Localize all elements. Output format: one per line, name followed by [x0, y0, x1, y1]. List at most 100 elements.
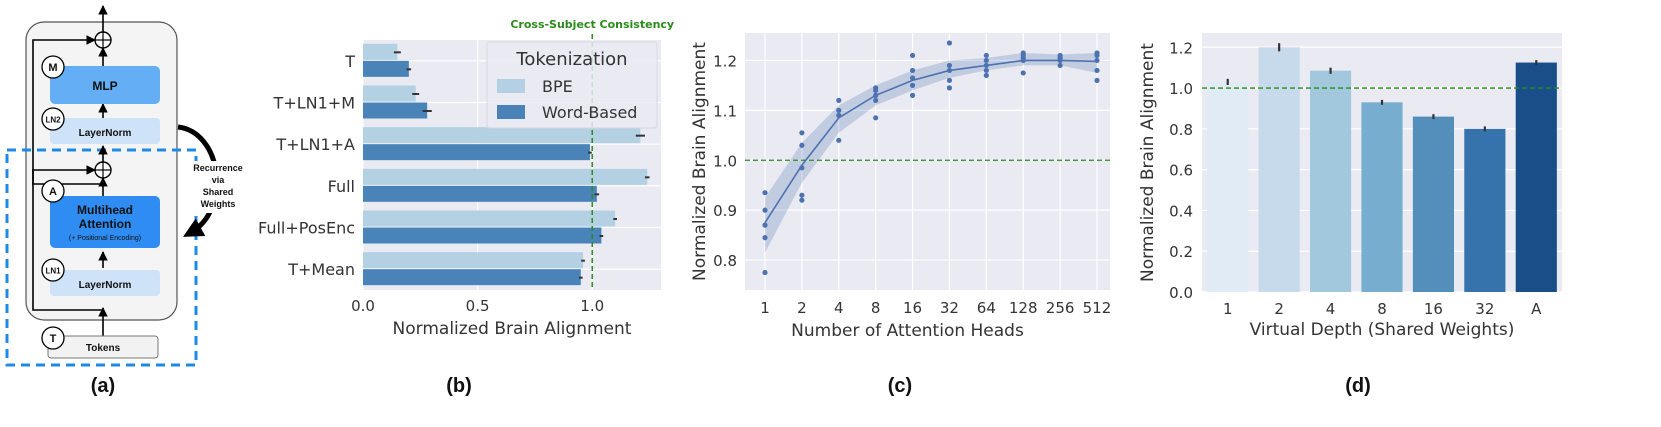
- recurrence-label-4: Weights: [201, 199, 236, 209]
- bar-bpe: [363, 211, 615, 227]
- data-point: [910, 75, 915, 80]
- data-point: [1058, 63, 1063, 68]
- data-point: [762, 235, 767, 240]
- data-point: [873, 98, 878, 103]
- y-tick-label: 0.2: [1169, 243, 1193, 261]
- y-tick-label: 1.0: [1169, 80, 1193, 98]
- data-point: [910, 53, 915, 58]
- legend-swatch: [497, 105, 525, 119]
- data-point: [836, 98, 841, 103]
- data-point: [984, 68, 989, 73]
- x-tick-label: 64: [977, 299, 996, 317]
- x-tick-label: 32: [940, 299, 959, 317]
- chart-d: 0.00.20.40.60.81.01.21 2 4 8 16 32 AVirtual De…: [1138, 33, 1562, 340]
- legend-b: Tokenization BPE Word-Based: [487, 42, 657, 128]
- data-point: [762, 223, 767, 228]
- layernorm-top-label: LayerNorm: [79, 128, 132, 139]
- x-tick-label: 2: [797, 299, 807, 317]
- data-point: [1094, 58, 1099, 63]
- recurrence-label-3: Shared: [203, 187, 234, 197]
- data-point: [984, 63, 989, 68]
- attention-title-2: Attention: [79, 217, 132, 231]
- svg-text:LN1: LN1: [45, 267, 61, 276]
- bar: [1516, 63, 1557, 292]
- data-point: [947, 40, 952, 45]
- bar: [1413, 117, 1454, 292]
- data-point: [910, 93, 915, 98]
- x-tick-label: A: [1531, 300, 1542, 318]
- x-tick-label: 8: [871, 299, 881, 317]
- y-tick-label: Full: [328, 177, 355, 196]
- data-point: [836, 108, 841, 113]
- bar-word-based: [363, 144, 590, 160]
- data-point: [1094, 78, 1099, 83]
- y-tick-label: 0.4: [1169, 202, 1193, 220]
- panel-label-c: (c): [888, 375, 912, 397]
- residual-add-bottom-icon: [95, 162, 111, 178]
- data-point: [947, 85, 952, 90]
- data-point: [873, 85, 878, 90]
- y-tick-label: 1.1: [713, 102, 737, 120]
- reference-line-label: Cross-Subject Consistency: [510, 18, 674, 31]
- data-point: [762, 190, 767, 195]
- data-point: [984, 58, 989, 63]
- y-tick-label: 0.8: [1169, 121, 1193, 139]
- attention-subtitle: (+ Positional Encoding): [69, 235, 141, 242]
- data-point: [1094, 68, 1099, 73]
- y-tick-label: 1.2: [713, 52, 737, 70]
- data-point: [910, 83, 915, 88]
- data-point: [947, 68, 952, 73]
- data-point: [910, 68, 915, 73]
- x-tick-label: 0.5: [466, 297, 490, 315]
- letter-t-badge: T: [42, 327, 64, 349]
- panel-a-diagram: MLP LayerNorm Multihead Attention (+ Pos…: [7, 6, 246, 365]
- bar: [1310, 71, 1351, 292]
- data-point: [1058, 53, 1063, 58]
- y-tick-label: T: [344, 52, 355, 71]
- x-tick-label: 1.0: [580, 297, 604, 315]
- chart-b: 0.0 0.5 1.0 T T+LN1+M T+LN1+A Full Full+PosEnc T…: [258, 18, 674, 339]
- x-tick-label: 16: [903, 299, 922, 317]
- x-tick-label: 256: [1046, 299, 1075, 317]
- y-tick-label: 1.0: [713, 152, 737, 170]
- data-point: [873, 115, 878, 120]
- x-tick-label: 0.0: [351, 297, 375, 315]
- y-tick-label: 1.2: [1169, 39, 1193, 57]
- data-point: [762, 270, 767, 275]
- svg-text:T: T: [50, 333, 57, 345]
- bar-bpe: [363, 86, 416, 102]
- bar-bpe: [363, 169, 647, 185]
- x-tick-label: 16: [1424, 300, 1443, 318]
- legend-entry: Word-Based: [542, 103, 637, 122]
- data-point: [947, 63, 952, 68]
- svg-text:A: A: [49, 186, 57, 198]
- bar: [1361, 102, 1402, 292]
- data-point: [873, 93, 878, 98]
- attention-title: Multihead: [77, 203, 133, 217]
- x-tick-label: 1: [1223, 300, 1233, 318]
- data-point: [799, 130, 804, 135]
- bar-bpe: [363, 252, 583, 268]
- y-tick-label: 0.8: [713, 252, 737, 270]
- panel-label-b: (b): [446, 375, 472, 397]
- chart-c: 0.8 0.9 1.0 1.1 1.2 1 2 4 8 16 32 64 128 256 512 Number…: [690, 33, 1111, 341]
- data-point: [1021, 70, 1026, 75]
- panel-label-d: (d): [1345, 375, 1371, 397]
- bar: [1464, 129, 1505, 292]
- bar-word-based: [363, 228, 601, 244]
- x-tick-label: 4: [1326, 300, 1336, 318]
- data-point: [836, 113, 841, 118]
- data-point: [799, 165, 804, 170]
- y-axis-label: Normalized Brain Alignment: [1138, 43, 1158, 282]
- y-axis-label: Normalized Brain Alignment: [690, 42, 710, 281]
- recurrence-label-2: via: [212, 175, 226, 185]
- y-tick-label: T+Mean: [287, 260, 355, 279]
- x-axis-label: Number of Attention Heads: [791, 321, 1024, 341]
- data-point: [984, 73, 989, 78]
- y-tick-label: 0.0: [1169, 284, 1193, 302]
- x-tick-label: 8: [1377, 300, 1387, 318]
- letter-a-badge: A: [42, 180, 64, 202]
- bar: [1207, 82, 1248, 292]
- y-tick-label: T+LN1+M: [273, 94, 355, 113]
- svg-text:LN2: LN2: [45, 116, 61, 125]
